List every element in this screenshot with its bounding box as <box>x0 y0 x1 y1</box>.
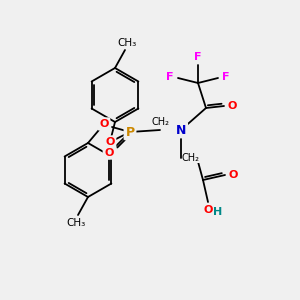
Text: F: F <box>222 72 230 82</box>
Text: CH₂: CH₂ <box>182 153 200 163</box>
Text: CH₃: CH₃ <box>66 218 85 228</box>
Text: H: H <box>213 207 223 217</box>
Text: F: F <box>194 52 202 62</box>
Text: O: O <box>105 137 115 147</box>
Text: CH₂: CH₂ <box>151 117 169 127</box>
Text: O: O <box>104 148 114 158</box>
Text: N: N <box>176 124 186 136</box>
Text: F: F <box>166 72 174 82</box>
Text: O: O <box>203 205 213 215</box>
Text: P: P <box>125 125 135 139</box>
Text: CH₃: CH₃ <box>117 38 136 48</box>
Text: O: O <box>228 170 238 180</box>
Text: O: O <box>99 119 109 129</box>
Text: O: O <box>227 101 237 111</box>
